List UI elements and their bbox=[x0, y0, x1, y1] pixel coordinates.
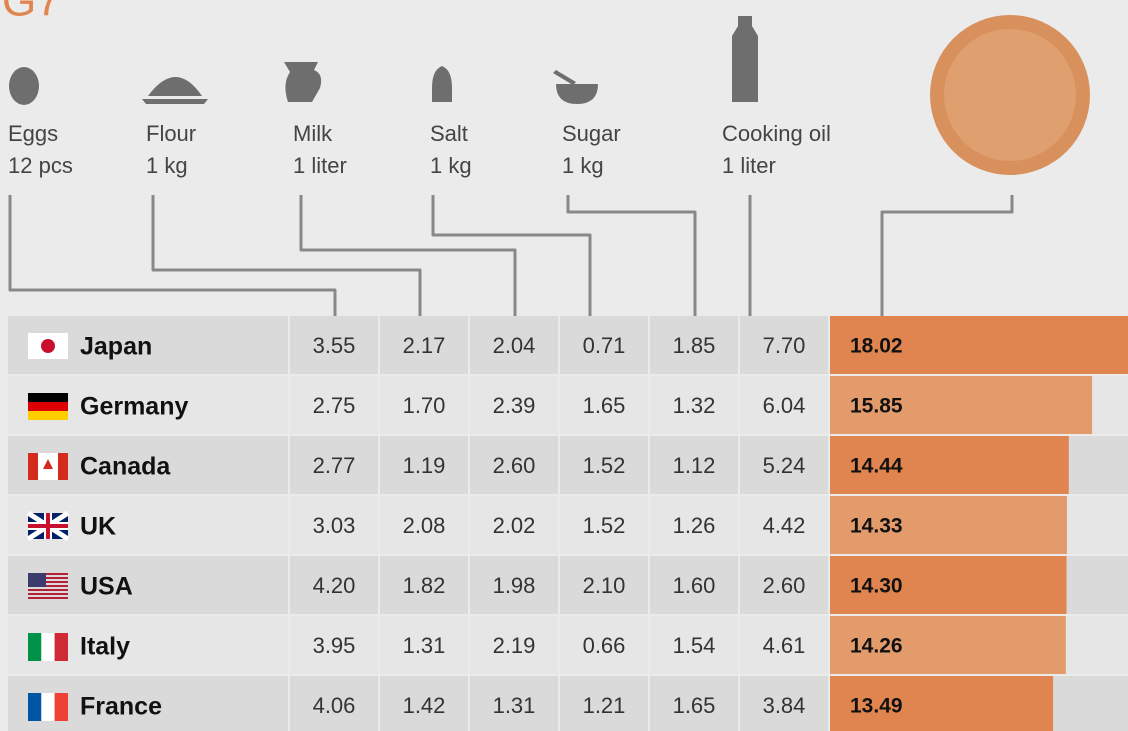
country-name: Germany bbox=[80, 393, 188, 421]
price: 1.65 bbox=[583, 393, 626, 418]
price: 4.42 bbox=[763, 513, 806, 538]
flag bbox=[41, 339, 55, 353]
price: 2.60 bbox=[763, 573, 806, 598]
country-name: USA bbox=[80, 573, 133, 601]
price: 1.60 bbox=[673, 573, 716, 598]
ingredient-amount: 1 kg bbox=[562, 153, 604, 178]
total: 13.49 bbox=[850, 695, 903, 718]
price: 3.03 bbox=[313, 513, 356, 538]
ingredient-name: Milk bbox=[293, 121, 333, 146]
connector bbox=[882, 195, 1012, 316]
ingredient-name: Eggs bbox=[8, 121, 58, 146]
price: 1.52 bbox=[583, 453, 626, 478]
total: 18.02 bbox=[850, 335, 903, 358]
price: 2.75 bbox=[313, 393, 356, 418]
egg-icon bbox=[9, 67, 39, 105]
total: 15.85 bbox=[850, 395, 903, 418]
flag bbox=[28, 573, 46, 587]
connector bbox=[568, 195, 695, 316]
price: 5.24 bbox=[763, 453, 806, 478]
connector bbox=[153, 195, 420, 316]
price: 2.02 bbox=[493, 513, 536, 538]
price: 2.04 bbox=[493, 333, 536, 358]
price: 4.61 bbox=[763, 633, 806, 658]
pancake-highlight bbox=[944, 29, 1076, 161]
price: 1.19 bbox=[403, 453, 446, 478]
connector bbox=[433, 195, 590, 316]
price: 2.39 bbox=[493, 393, 536, 418]
flag bbox=[28, 411, 68, 420]
ingredient-amount: 1 kg bbox=[146, 153, 188, 178]
price: 6.04 bbox=[763, 393, 806, 418]
oil-icon bbox=[732, 16, 758, 102]
milk-icon bbox=[284, 62, 321, 102]
salt-icon bbox=[432, 66, 452, 102]
price: 1.65 bbox=[673, 693, 716, 718]
price: 1.31 bbox=[493, 693, 536, 718]
price: 1.42 bbox=[403, 693, 446, 718]
ingredient-amount: 1 liter bbox=[293, 153, 347, 178]
price: 0.71 bbox=[583, 333, 626, 358]
flag bbox=[28, 693, 41, 721]
price: 2.08 bbox=[403, 513, 446, 538]
flag bbox=[41, 633, 54, 661]
price: 1.98 bbox=[493, 573, 536, 598]
total: 14.30 bbox=[850, 575, 903, 598]
price: 1.32 bbox=[673, 393, 716, 418]
price: 4.06 bbox=[313, 693, 356, 718]
title: G7 bbox=[2, 0, 61, 26]
price: 7.70 bbox=[763, 333, 806, 358]
flag bbox=[41, 693, 54, 721]
price: 1.26 bbox=[673, 513, 716, 538]
price: 1.52 bbox=[583, 513, 626, 538]
price: 1.54 bbox=[673, 633, 716, 658]
page: {"header": {"title": "G7"}, "ingredients… bbox=[0, 0, 1128, 731]
flour-icon bbox=[142, 77, 208, 104]
country-name: Italy bbox=[80, 633, 130, 661]
price: 2.60 bbox=[493, 453, 536, 478]
ingredient-amount: 12 pcs bbox=[8, 153, 73, 178]
country-name: Japan bbox=[80, 333, 152, 361]
price: 2.77 bbox=[313, 453, 356, 478]
ingredient-amount: 1 liter bbox=[722, 153, 776, 178]
flag bbox=[28, 593, 68, 595]
price: 4.20 bbox=[313, 573, 356, 598]
price: 1.21 bbox=[583, 693, 626, 718]
flag bbox=[28, 589, 68, 591]
price: 2.17 bbox=[403, 333, 446, 358]
price: 0.66 bbox=[583, 633, 626, 658]
country-name: Canada bbox=[80, 453, 171, 481]
total: 14.33 bbox=[850, 515, 903, 538]
flag bbox=[55, 633, 68, 661]
flag bbox=[28, 393, 68, 402]
price: 1.12 bbox=[673, 453, 716, 478]
price-table: Japan 3.55 2.17 2.04 0.71 1.85 7.70 18.02 German… bbox=[8, 316, 1128, 731]
price: 2.10 bbox=[583, 573, 626, 598]
ingredient-name: Flour bbox=[146, 121, 196, 146]
price: 1.70 bbox=[403, 393, 446, 418]
total: 14.44 bbox=[850, 455, 903, 478]
ingredient-name: Salt bbox=[430, 121, 468, 146]
price: 1.85 bbox=[673, 333, 716, 358]
flag bbox=[55, 693, 68, 721]
ingredient-name: Sugar bbox=[562, 121, 621, 146]
ingredient-amount: 1 kg bbox=[430, 153, 472, 178]
ingredient-name: Cooking oil bbox=[722, 121, 831, 146]
flag bbox=[28, 402, 68, 411]
total: 14.26 bbox=[850, 635, 903, 658]
country-name: France bbox=[80, 693, 162, 721]
price: 3.55 bbox=[313, 333, 356, 358]
connector bbox=[301, 195, 515, 316]
connector bbox=[10, 195, 335, 316]
price: 3.84 bbox=[763, 693, 806, 718]
price: 2.19 bbox=[493, 633, 536, 658]
flag bbox=[28, 597, 68, 599]
infographic: G7 Japan 3.55 2.17 2.04 0.71 1.85 7.70 18.02 Ger… bbox=[0, 0, 1128, 731]
price: 1.82 bbox=[403, 573, 446, 598]
price: 3.95 bbox=[313, 633, 356, 658]
flag bbox=[28, 633, 41, 661]
country-name: UK bbox=[80, 513, 116, 541]
price: 1.31 bbox=[403, 633, 446, 658]
sugar-icon bbox=[553, 70, 598, 104]
